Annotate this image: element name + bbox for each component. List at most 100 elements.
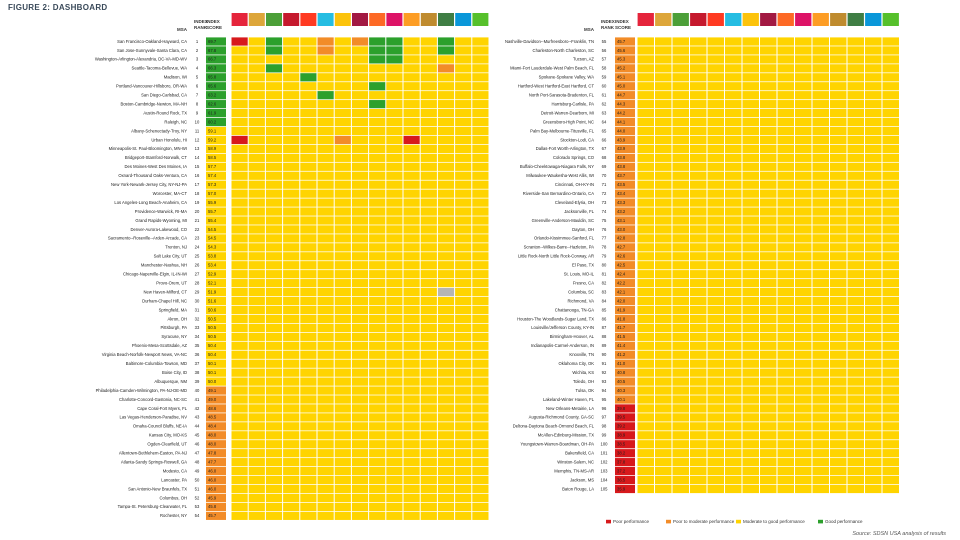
msa-label: Jackson, MS [570, 477, 594, 482]
heatmap-cell [865, 270, 882, 279]
heatmap-cell [248, 377, 265, 386]
heatmap-cell [386, 484, 403, 494]
index-rank: 105 [601, 486, 609, 491]
index-rank: 62 [602, 101, 607, 106]
heatmap-cell [265, 422, 283, 431]
heatmap-cell [420, 386, 437, 395]
heatmap-cell [351, 64, 369, 73]
heatmap-cell [334, 100, 351, 109]
heatmap-cell [265, 37, 283, 46]
heatmap-cell [300, 198, 317, 207]
heatmap-cell [403, 493, 420, 503]
heatmap-cell [283, 475, 300, 485]
heatmap-cell [369, 126, 386, 136]
heatmap-cell [283, 73, 300, 82]
heatmap-cell [672, 341, 689, 350]
heatmap-cell [777, 64, 794, 73]
heatmap-cell [777, 243, 794, 252]
heatmap-cell [283, 162, 300, 171]
heatmap-cell [317, 341, 334, 350]
heatmap-cell [455, 502, 472, 511]
heatmap-cell [369, 171, 386, 180]
heatmap-cell [725, 377, 742, 386]
heatmap-cell [865, 296, 882, 306]
heatmap-cell [777, 144, 794, 153]
msa-label: Albany-Schenectady-Troy, NY [131, 128, 187, 133]
heatmap-cell [672, 305, 689, 315]
score-column-header-line2: SCORE [615, 25, 631, 30]
heatmap-cell [283, 109, 300, 118]
heatmap-cell [265, 458, 283, 467]
index-score: 43.2 [617, 209, 626, 214]
heatmap-cell [637, 180, 654, 189]
heatmap-cell [300, 314, 317, 324]
heatmap-cell [437, 91, 455, 100]
heatmap-cell [265, 73, 283, 82]
heatmap-cell [812, 73, 829, 82]
index-rank: 91 [602, 361, 607, 366]
heatmap-cell [403, 296, 420, 306]
heatmap-cell [351, 109, 369, 118]
index-score: 45.0 [617, 84, 626, 89]
index-score: 60.2 [208, 119, 217, 124]
heatmap-cell [707, 359, 724, 368]
heatmap-cell [777, 270, 794, 279]
heatmap-cell [472, 475, 489, 485]
heatmap-cell [437, 440, 455, 449]
heatmap-cell [386, 144, 403, 153]
msa-label: Grand Rapids-Wyoming, MI [135, 218, 187, 223]
heatmap-cell [637, 171, 654, 180]
heatmap-cell [248, 449, 265, 458]
heatmap-cell [420, 350, 437, 359]
heatmap-cell [707, 467, 724, 476]
heatmap-cell [690, 64, 707, 73]
heatmap-cell [655, 279, 672, 288]
heatmap-cell [420, 279, 437, 288]
index-score: 42.5 [617, 263, 626, 268]
heatmap-cell [231, 243, 248, 252]
heatmap-cell [742, 135, 759, 145]
heatmap-cell [760, 162, 777, 171]
index-score-cell [615, 135, 635, 145]
heatmap-cell [760, 144, 777, 153]
heatmap-cell [283, 171, 300, 180]
heatmap-cell [830, 171, 847, 180]
heatmap-cell [437, 216, 455, 225]
heatmap-cell [386, 511, 403, 520]
heatmap-cell [420, 171, 437, 180]
heatmap-cell [637, 252, 654, 261]
heatmap-cell [369, 135, 386, 145]
heatmap-cell [637, 314, 654, 324]
index-score: 52.9 [208, 272, 217, 277]
rank-column-header-line2: RANK [601, 25, 615, 30]
heatmap-cell [317, 484, 334, 494]
heatmap-cell [690, 234, 707, 243]
heatmap-cell [760, 216, 777, 225]
heatmap-cell [812, 467, 829, 476]
heatmap-cell [725, 467, 742, 476]
heatmap-cell [334, 332, 351, 341]
heatmap-cell [690, 162, 707, 171]
heatmap-cell [760, 413, 777, 422]
heatmap-cell [283, 252, 300, 261]
heatmap-cell [403, 502, 420, 511]
heatmap-cell [386, 216, 403, 225]
index-rank: 78 [602, 245, 607, 250]
heatmap-cell [455, 117, 472, 127]
heatmap-cell [742, 305, 759, 315]
heatmap-cell [725, 288, 742, 297]
index-score: 47.7 [208, 459, 217, 464]
index-rank: 74 [602, 209, 607, 214]
heatmap-cell [300, 73, 317, 82]
heatmap-cell [248, 511, 265, 520]
msa-label: Tulsa, OK [576, 388, 595, 393]
heatmap-cell [300, 109, 317, 118]
heatmap-cell [455, 270, 472, 279]
heatmap-cell [690, 109, 707, 118]
heatmap-cell [830, 323, 847, 332]
heatmap-cell [760, 207, 777, 216]
heatmap-cell [847, 46, 864, 55]
heatmap-cell [690, 314, 707, 324]
msa-label: Lakeland-Winter Haven, FL [543, 397, 595, 402]
heatmap-cell [637, 216, 654, 225]
